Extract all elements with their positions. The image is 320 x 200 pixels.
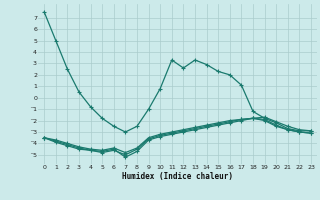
- X-axis label: Humidex (Indice chaleur): Humidex (Indice chaleur): [122, 172, 233, 181]
